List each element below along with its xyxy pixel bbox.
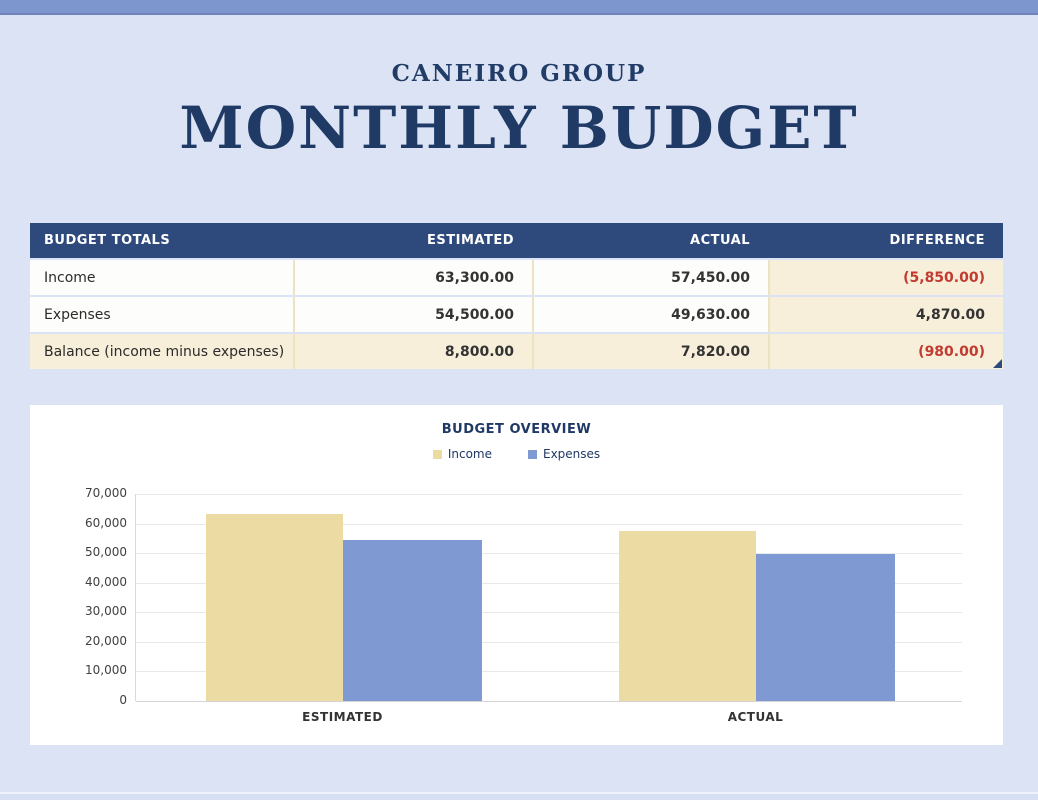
- table-header-row: BUDGET TOTALS ESTIMATED ACTUAL DIFFERENC…: [30, 223, 1003, 258]
- actual-cell[interactable]: 57,450.00: [532, 260, 768, 295]
- chart-title: BUDGET OVERVIEW: [441, 422, 592, 437]
- gridline: [136, 701, 962, 702]
- gridline: [136, 553, 962, 554]
- column-header-difference: DIFFERENCE: [889, 233, 985, 248]
- chart-plot: 70,000 60,000 50,000 40,000 30,000 20,000 10,0…: [85, 486, 962, 724]
- gridline: [136, 583, 962, 584]
- gridline: [136, 642, 962, 643]
- column-header-actual: ACTUAL: [690, 233, 750, 248]
- y-axis-tick-label: 30,000: [85, 604, 127, 618]
- actual-cell[interactable]: 7,820.00: [532, 334, 768, 369]
- bottom-accent-bar: [0, 792, 1038, 800]
- budget-totals-table: BUDGET TOTALS ESTIMATED ACTUAL DIFFERENC…: [30, 223, 1003, 371]
- company-name: CANEIRO GROUP: [391, 60, 647, 87]
- estimated-cell[interactable]: 63,300.00: [293, 260, 532, 295]
- bar-expenses-estimated: [343, 540, 482, 701]
- table-row-income: Income 63,300.00 57,450.00 (5,850.00): [30, 260, 1003, 295]
- y-axis-tick-label: 20,000: [85, 634, 127, 648]
- gridline: [136, 671, 962, 672]
- column-header-estimated: ESTIMATED: [427, 233, 514, 248]
- y-axis-tick-label: 70,000: [85, 486, 127, 500]
- difference-cell[interactable]: 4,870.00: [768, 297, 1003, 332]
- row-label[interactable]: Income: [30, 260, 293, 295]
- gridline: [136, 612, 962, 613]
- expenses-swatch-icon: [527, 449, 537, 459]
- legend-label: Expenses: [542, 447, 601, 461]
- top-accent-bar: [0, 0, 1038, 15]
- page-title: MONTHLY BUDGET: [179, 94, 859, 162]
- column-header-budget-totals: BUDGET TOTALS: [44, 233, 171, 248]
- row-label[interactable]: Balance (income minus expenses): [30, 334, 293, 369]
- row-label[interactable]: Expenses: [30, 297, 293, 332]
- legend-item-expenses: Expenses: [527, 447, 601, 461]
- x-axis-category-label: ACTUAL: [727, 710, 784, 724]
- table-resize-handle-icon[interactable]: [993, 359, 1002, 368]
- table-row-balance: Balance (income minus expenses) 8,800.00…: [30, 334, 1003, 369]
- difference-cell[interactable]: (5,850.00): [768, 260, 1003, 295]
- legend-item-income: Income: [432, 447, 492, 461]
- gridline: [136, 524, 962, 525]
- estimated-cell[interactable]: 8,800.00: [293, 334, 532, 369]
- bar-expenses-actual: [756, 554, 895, 701]
- estimated-cell[interactable]: 54,500.00: [293, 297, 532, 332]
- legend-label: Income: [447, 447, 492, 461]
- difference-cell[interactable]: (980.00): [768, 334, 1003, 369]
- y-axis-tick-label: 0: [119, 693, 127, 707]
- bar-income-actual: [619, 531, 756, 701]
- table-row-expenses: Expenses 54,500.00 49,630.00 4,870.00: [30, 297, 1003, 332]
- x-axis-category-label: ESTIMATED: [302, 710, 383, 724]
- gridline: [136, 494, 962, 495]
- y-axis-tick-label: 60,000: [85, 516, 127, 530]
- y-axis-tick-label: 40,000: [85, 575, 127, 589]
- actual-cell[interactable]: 49,630.00: [532, 297, 768, 332]
- bar-income-estimated: [206, 514, 343, 701]
- income-swatch-icon: [432, 449, 442, 459]
- y-axis-tick-label: 50,000: [85, 545, 127, 559]
- y-axis-tick-label: 10,000: [85, 663, 127, 677]
- budget-overview-chart: BUDGET OVERVIEW Income Expenses 70,000 60…: [30, 405, 1003, 745]
- chart-legend: Income Expenses: [30, 447, 1003, 461]
